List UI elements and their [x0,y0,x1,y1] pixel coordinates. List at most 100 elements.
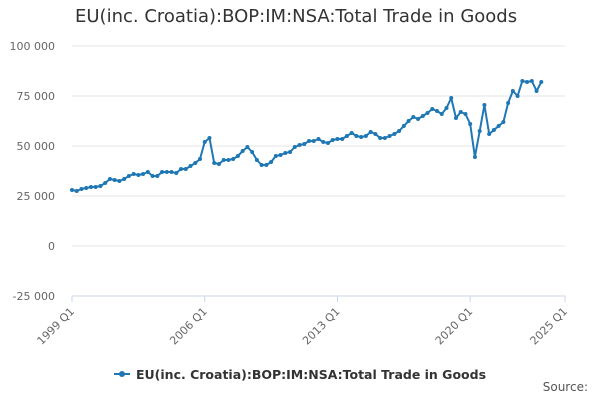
data-point[interactable] [245,145,250,149]
data-point[interactable] [221,158,226,162]
data-point[interactable] [449,96,454,100]
data-point[interactable] [515,94,520,98]
data-point[interactable] [288,150,293,154]
data-point[interactable] [212,161,217,165]
data-point[interactable] [359,135,364,139]
data-point[interactable] [458,110,463,114]
data-point[interactable] [188,164,193,168]
data-point[interactable] [501,120,506,124]
data-point[interactable] [520,79,525,83]
data-point[interactable] [302,142,307,146]
data-point[interactable] [430,107,435,111]
data-point[interactable] [344,134,349,138]
data-point[interactable] [70,188,74,192]
data-point[interactable] [103,181,108,185]
data-point[interactable] [539,80,544,84]
data-point[interactable] [93,185,98,189]
data-point[interactable] [88,185,93,189]
data-point[interactable] [183,167,188,171]
data-point[interactable] [435,109,440,113]
data-point[interactable] [387,134,392,138]
data-point[interactable] [150,174,155,178]
data-point[interactable] [491,128,496,132]
data-point[interactable] [335,137,340,141]
data-point[interactable] [349,131,354,135]
data-point[interactable] [321,140,326,144]
data-point[interactable] [131,172,136,176]
data-point[interactable] [126,174,131,178]
data-point[interactable] [406,119,411,123]
data-point[interactable] [382,136,387,140]
data-point[interactable] [420,114,425,118]
data-point[interactable] [340,137,345,141]
data-point[interactable] [292,145,297,149]
data-point[interactable] [363,134,368,138]
data-point[interactable] [264,163,269,167]
data-point[interactable] [278,153,283,157]
legend[interactable]: EU(inc. Croatia):BOP:IM:NSA:Total Trade … [0,363,600,382]
data-point[interactable] [392,132,397,136]
data-point[interactable] [193,161,198,165]
data-point[interactable] [439,112,444,116]
data-point[interactable] [506,101,511,105]
data-point[interactable] [463,112,468,116]
data-point[interactable] [136,173,141,177]
data-point[interactable] [283,151,288,155]
data-point[interactable] [444,106,449,110]
data-point[interactable] [307,139,312,143]
data-point[interactable] [254,158,259,162]
data-point[interactable] [297,143,302,147]
data-point[interactable] [378,136,383,140]
data-point[interactable] [155,174,160,178]
data-point[interactable] [250,150,255,154]
data-point[interactable] [174,171,179,175]
data-point[interactable] [240,149,245,153]
data-point[interactable] [316,137,321,141]
data-point[interactable] [472,155,477,159]
data-point[interactable] [145,170,150,174]
data-point[interactable] [164,170,169,174]
data-point[interactable] [496,124,501,128]
data-point[interactable] [141,172,146,176]
data-point[interactable] [401,124,406,128]
data-point[interactable] [487,132,492,136]
data-point[interactable] [525,80,530,84]
data-point[interactable] [453,116,458,120]
data-point[interactable] [354,134,359,138]
data-point[interactable] [207,136,212,140]
data-point[interactable] [311,139,316,143]
data-point[interactable] [273,154,278,158]
data-point[interactable] [411,115,416,119]
data-point[interactable] [373,132,378,136]
data-point[interactable] [197,157,202,161]
data-point[interactable] [74,189,79,193]
data-point[interactable] [325,141,330,145]
data-point[interactable] [169,170,174,174]
data-point[interactable] [231,157,236,161]
data-point[interactable] [397,129,402,133]
data-point[interactable] [160,170,165,174]
data-point[interactable] [416,117,421,121]
data-point[interactable] [534,89,539,93]
data-point[interactable] [368,130,373,134]
data-point[interactable] [117,179,122,183]
data-point[interactable] [98,184,103,188]
data-point[interactable] [122,177,127,181]
data-point[interactable] [259,163,264,167]
data-point[interactable] [425,111,430,115]
data-point[interactable] [107,177,112,181]
data-point[interactable] [510,89,515,93]
data-point[interactable] [216,162,221,166]
data-point[interactable] [330,138,335,142]
data-point[interactable] [112,178,117,182]
data-point[interactable] [269,160,274,164]
data-point[interactable] [482,103,487,107]
data-point[interactable] [226,158,231,162]
data-point[interactable] [468,122,473,126]
data-point[interactable] [235,154,240,158]
data-point[interactable] [529,79,534,83]
data-point[interactable] [477,129,482,133]
data-point[interactable] [84,186,89,190]
data-point[interactable] [202,140,207,144]
data-point[interactable] [179,167,184,171]
